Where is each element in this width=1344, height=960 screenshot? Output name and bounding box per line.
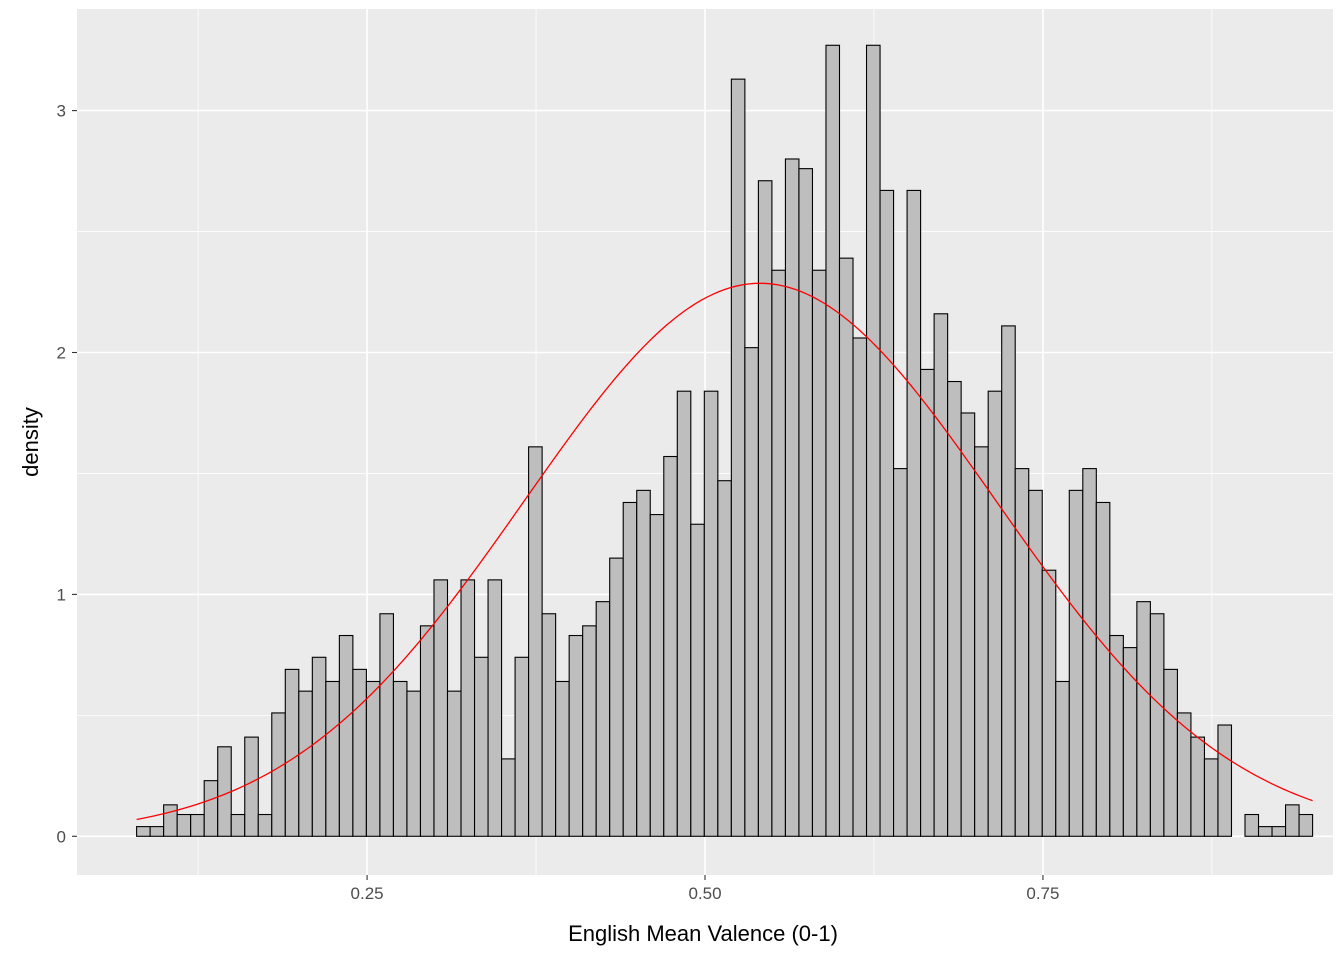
histogram-bar bbox=[838, 257, 854, 837]
histogram-bar bbox=[1095, 501, 1111, 837]
histogram-bar bbox=[730, 78, 746, 837]
histogram-bar bbox=[365, 680, 381, 837]
histogram-bar bbox=[541, 613, 557, 837]
histogram-bar bbox=[582, 625, 597, 837]
histogram-bar bbox=[190, 813, 205, 837]
histogram-bar bbox=[933, 313, 949, 837]
histogram-bar bbox=[649, 514, 665, 837]
histogram-bar bbox=[609, 557, 624, 837]
histogram-bar bbox=[1041, 569, 1057, 837]
histogram-bar bbox=[203, 780, 219, 837]
histogram-bar bbox=[257, 813, 273, 837]
histogram-bar bbox=[1082, 468, 1097, 837]
histogram-bar bbox=[906, 189, 922, 837]
histogram-bar bbox=[879, 189, 895, 837]
histogram-bar bbox=[1136, 601, 1151, 837]
histogram-bar bbox=[568, 634, 584, 837]
histogram-bar bbox=[757, 180, 773, 837]
histogram-bar bbox=[136, 826, 151, 837]
histogram-bar bbox=[284, 668, 300, 837]
histogram-bar bbox=[1001, 325, 1016, 837]
histogram-bar bbox=[798, 168, 814, 837]
histogram-bar bbox=[379, 613, 394, 837]
histogram-bar bbox=[244, 736, 259, 837]
histogram-bar bbox=[987, 390, 1003, 837]
histogram-bar bbox=[176, 813, 192, 837]
histogram-bar bbox=[311, 656, 327, 837]
histogram-bar bbox=[1271, 826, 1287, 837]
histogram-bar bbox=[271, 712, 286, 837]
histogram-bar bbox=[1244, 813, 1260, 837]
histogram-bar bbox=[149, 826, 165, 837]
y-axis: 0 1 2 3 bbox=[57, 102, 77, 846]
histogram-bar bbox=[473, 656, 489, 837]
histogram-bar bbox=[893, 468, 908, 837]
histogram-bar bbox=[1163, 668, 1178, 837]
x-tick-label: 0.75 bbox=[1026, 884, 1059, 903]
histogram-bar bbox=[325, 680, 340, 837]
histogram-bar bbox=[1122, 647, 1138, 837]
histogram-bar bbox=[960, 412, 976, 837]
x-axis-title: English Mean Valence (0-1) bbox=[568, 921, 838, 946]
histogram-bar bbox=[433, 579, 449, 837]
histogram-bar bbox=[514, 656, 530, 837]
histogram-bar bbox=[1055, 680, 1070, 837]
y-tick-label: 1 bbox=[57, 585, 66, 604]
histogram-bar bbox=[460, 579, 476, 837]
histogram-bar bbox=[771, 269, 786, 837]
histogram-bar bbox=[1014, 468, 1030, 837]
histogram-bar bbox=[1068, 489, 1084, 837]
histogram-bar bbox=[920, 368, 935, 837]
histogram-bar bbox=[352, 668, 367, 837]
x-tick-label: 0.50 bbox=[688, 884, 721, 903]
histogram-bar bbox=[865, 44, 881, 837]
histogram-bar bbox=[852, 337, 868, 837]
histogram-bar bbox=[501, 758, 516, 837]
histogram-bar bbox=[784, 158, 800, 837]
y-tick-label: 3 bbox=[57, 102, 66, 121]
y-tick-label: 0 bbox=[57, 827, 66, 846]
histogram-bar bbox=[298, 690, 313, 837]
histogram-bar bbox=[636, 489, 651, 837]
histogram-bar bbox=[163, 804, 178, 837]
histogram-bar bbox=[555, 680, 570, 837]
histogram-bar bbox=[217, 746, 232, 837]
histogram-bar bbox=[392, 680, 408, 837]
histogram-bar bbox=[595, 601, 611, 837]
histogram-bar bbox=[1176, 712, 1192, 837]
histogram-bar bbox=[1285, 804, 1300, 837]
histogram-bar bbox=[663, 455, 678, 837]
histogram-bar bbox=[1298, 813, 1314, 837]
histogram-bar bbox=[528, 446, 543, 837]
histogram-bar bbox=[717, 480, 732, 837]
histogram-bar bbox=[1257, 826, 1273, 837]
x-tick-label: 0.25 bbox=[351, 884, 384, 903]
y-tick-label: 2 bbox=[57, 343, 66, 362]
density-curve bbox=[136, 282, 1313, 821]
histogram-bar bbox=[622, 501, 638, 837]
histogram-bar bbox=[1203, 758, 1219, 837]
histogram-bar bbox=[1217, 724, 1233, 837]
histogram-bar bbox=[1190, 736, 1206, 837]
histogram-bar bbox=[338, 634, 354, 837]
histogram-bar bbox=[676, 390, 692, 837]
histogram-bar bbox=[406, 690, 422, 837]
histogram-bar bbox=[690, 523, 705, 837]
histogram-bar bbox=[446, 690, 462, 837]
y-axis-title: density bbox=[18, 407, 43, 477]
histogram-bar bbox=[744, 347, 759, 837]
histogram-bar bbox=[811, 269, 827, 837]
histogram-bars bbox=[136, 44, 1314, 837]
histogram-bar bbox=[230, 813, 246, 837]
histogram-bar bbox=[487, 579, 503, 837]
histogram-bar bbox=[703, 390, 719, 837]
histogram-bar bbox=[974, 446, 989, 837]
x-axis: 0.25 0.50 0.75 bbox=[351, 875, 1059, 903]
histogram-bar bbox=[419, 625, 435, 837]
histogram-bar bbox=[1028, 489, 1043, 837]
histogram-bar bbox=[825, 44, 841, 837]
histogram-bar bbox=[1149, 613, 1165, 837]
